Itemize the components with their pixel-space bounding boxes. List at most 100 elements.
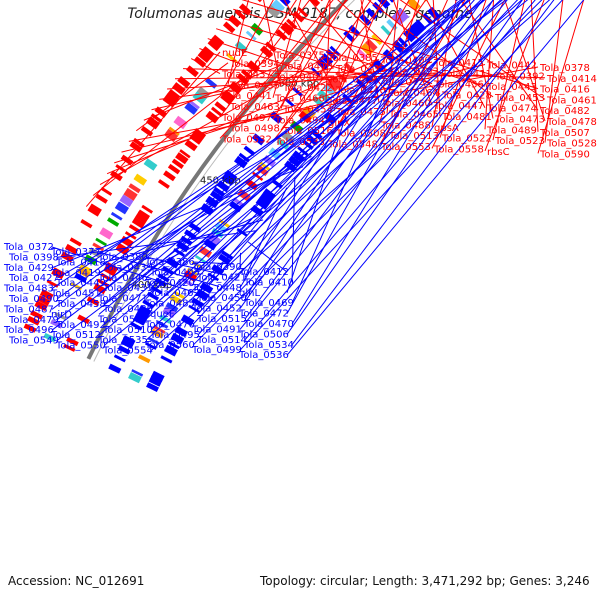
leader-line-forward (219, 0, 348, 139)
gene-feature (150, 113, 163, 124)
forward-gene-label: Tola_0497 (221, 113, 272, 124)
leader-line-reverse (244, 0, 484, 320)
gene-feature (108, 363, 122, 374)
forward-gene-label: Tola_0489 (486, 125, 537, 136)
reverse-gene-label: Tola_0479 (8, 315, 59, 326)
gene-feature (187, 267, 199, 277)
gene-feature (129, 141, 143, 153)
leader-line-forward (159, 69, 388, 100)
leader-line-forward (484, 0, 545, 152)
forward-gene-label: Tola_0548 (327, 139, 378, 150)
reverse-gene-label: Tola_0377 (50, 247, 101, 258)
reverse-gene-label: Tola_0439 (102, 262, 153, 273)
gene-feature (234, 9, 247, 21)
gene-feature (276, 138, 290, 150)
gene-feature (23, 323, 37, 333)
leader-line-reverse (286, 115, 347, 293)
leader-line-reverse (145, 0, 523, 341)
gene-feature (113, 354, 126, 363)
gene-feature (206, 232, 221, 246)
gene-feature (130, 321, 143, 331)
gene-feature (167, 341, 180, 350)
leader-line-reverse (51, 48, 411, 290)
gene-feature (131, 369, 144, 377)
gene-feature (176, 240, 190, 253)
leader-line-reverse (150, 0, 502, 331)
gene-feature (320, 0, 324, 2)
forward-gene-label: Tola_0435 (229, 80, 280, 91)
leader-line-forward (378, 0, 466, 147)
gene-feature (159, 314, 172, 324)
forward-gene-label: Tola_0463 (229, 102, 280, 113)
forward-gene-label: Tola_0474 (486, 104, 537, 115)
gene-feature (316, 89, 331, 103)
gene-feature (191, 297, 205, 308)
gene-feature (146, 382, 160, 392)
forward-gene-label: Tola_0443 (486, 82, 537, 93)
reverse-gene-label: Tola_0535 (97, 335, 148, 346)
gene-feature (167, 163, 181, 175)
genome-summary-text: Topology: circular; Length: 3,471,292 bp… (260, 574, 590, 588)
leader-line-forward (367, 0, 494, 98)
reverse-gene-label: Tola_0549 (8, 336, 59, 347)
leader-line-reverse (103, 0, 486, 326)
gene-feature (297, 6, 309, 18)
gene-feature (173, 290, 186, 300)
leader-line-forward (333, 0, 364, 112)
gene-feature (168, 126, 180, 136)
leader-line-reverse (244, 0, 536, 341)
leader-line-forward (175, 74, 494, 80)
forward-gene-label: Tola_0393 (388, 66, 439, 77)
leader-line-forward (432, 0, 441, 117)
gene-feature (157, 273, 170, 283)
reverse-gene-label: Tola_0492 (55, 320, 106, 331)
gene-feature (131, 217, 146, 229)
reverse-gene-label: Tola_0450 (196, 293, 247, 304)
reverse-gene-label: Tola_0462 (149, 288, 200, 299)
gene-feature (197, 49, 212, 64)
leader-line-forward (227, 0, 249, 85)
reverse-gene-label: Tola_0534 (243, 340, 294, 351)
gene-feature (343, 30, 355, 43)
leader-line-forward (280, 0, 372, 131)
leader-line-forward (439, 0, 487, 138)
gene-feature (110, 211, 123, 221)
leader-line-forward (460, 0, 539, 111)
leader-line-forward (337, 0, 441, 95)
leader-line-reverse (150, 0, 469, 310)
reverse-gene-label: Tola_0451 (50, 289, 101, 300)
reverse-gene-label: Tola_0412 (238, 267, 289, 278)
reverse-gene-label: Tola_0398 (8, 252, 59, 263)
forward-gene-label: Tola_0414 (546, 74, 597, 85)
forward-gene-label: Tola_0453 (494, 93, 545, 104)
forward-gene-label: Tola_0481 (441, 112, 492, 123)
gene-feature (403, 29, 416, 43)
gene-feature (222, 21, 236, 34)
leader-line-reverse (51, 0, 485, 331)
forward-gene-label: Tola_0590 (539, 149, 590, 160)
gene-feature (173, 115, 188, 130)
reverse-gene-label: Tola_0506 (238, 329, 289, 340)
leader-line-forward (199, 48, 274, 77)
reverse-gene-label: Tola_0531 (97, 314, 148, 325)
leader-line-reverse (291, 177, 296, 283)
gene-feature (356, 48, 369, 60)
map-title: Tolumonas auensis DSM 9187, complete gen… (127, 6, 473, 22)
leader-line-forward (190, 58, 221, 75)
leader-line-forward (325, 0, 427, 144)
reverse-gene-label: Tola_0491 (191, 324, 242, 335)
gene-feature (205, 110, 220, 124)
gene-feature (245, 30, 257, 41)
gene-feature (180, 314, 195, 327)
forward-gene-label: gpsA (434, 123, 459, 134)
gene-feature (74, 272, 88, 284)
leader-line-forward (386, 0, 448, 136)
gene-feature (271, 0, 286, 14)
gene-feature (386, 19, 398, 31)
gene-feature (103, 263, 118, 277)
leader-line-reverse (150, 0, 551, 351)
gene-feature (128, 183, 141, 194)
reverse-gene-label: nirD (51, 309, 72, 320)
reverse-gene-label: Tola_0495 (149, 330, 200, 341)
reverse-gene-label: Tola_0431 (102, 283, 153, 294)
